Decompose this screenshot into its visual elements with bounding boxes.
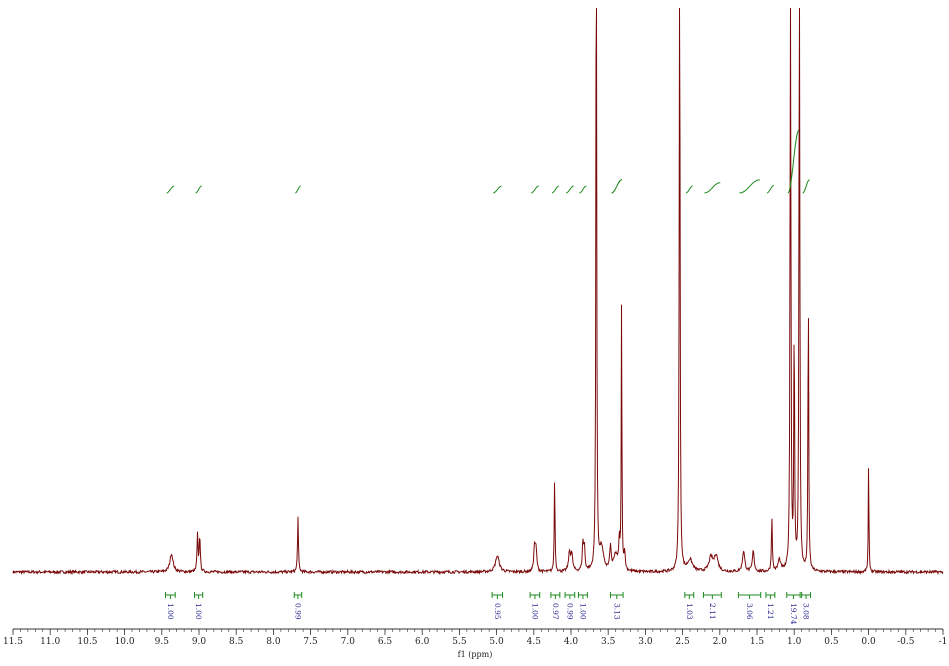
x-tick-label: 10.0 [115, 637, 135, 647]
x-tick-label: 5.0 [489, 637, 504, 647]
integral-value-label: 3.06 [745, 603, 754, 620]
integral-curve [685, 185, 693, 194]
x-tick-label: 11.0 [40, 637, 60, 647]
integral-value-label: 1.03 [685, 603, 694, 620]
integral-value-label: 1.00 [194, 603, 203, 620]
x-tick-label: 3.0 [638, 637, 653, 647]
integral-value-label: 0.99 [293, 603, 302, 620]
x-tick-label: 0.0 [861, 637, 876, 647]
spectrum-trace [12, 7, 944, 576]
integral-value-label: 1.21 [766, 603, 775, 620]
integral-curve [530, 185, 539, 194]
x-tick-label: -0.5 [897, 637, 915, 647]
integral-value-label: 1.00 [530, 603, 539, 620]
integral-curve [565, 185, 574, 194]
spectrum-layer [12, 7, 944, 576]
integral-value-label: 3.08 [802, 603, 811, 620]
x-tick-label: 6.0 [415, 637, 430, 647]
x-tick-label: 11.5 [3, 637, 23, 647]
x-tick-label: 2.5 [675, 637, 690, 647]
integral-curve [493, 185, 502, 194]
integral-curve [551, 185, 559, 194]
x-tick-label: 2.0 [713, 637, 728, 647]
integral-curve [787, 129, 800, 194]
x-tick-label: 8.0 [266, 637, 281, 647]
x-tick-label: 6.5 [378, 637, 393, 647]
x-tick-label: 10.5 [77, 637, 97, 647]
integral-curve [295, 185, 301, 194]
x-tick-label: 9.0 [192, 637, 207, 647]
x-tick-label: 8.5 [229, 637, 244, 647]
x-axis-label: f1 (ppm) [458, 650, 493, 659]
x-tick-label: 4.5 [527, 637, 542, 647]
x-tick-label: 0.5 [824, 637, 839, 647]
integral-curve [766, 184, 775, 194]
integral-value-label: 1.00 [578, 603, 587, 620]
integral-curve [166, 185, 175, 194]
integral-curves-layer [166, 129, 810, 194]
integral-curve [579, 185, 587, 194]
integral-curve [802, 179, 810, 194]
x-tick-label: 3.5 [601, 637, 616, 647]
x-tick-label: 1.0 [787, 637, 802, 647]
x-tick-label: 5.5 [452, 637, 467, 647]
x-tick-label: 7.0 [341, 637, 356, 647]
x-tick-label: 7.5 [303, 637, 318, 647]
integral-value-label: 2.11 [708, 603, 717, 620]
integral-value-label: 0.95 [493, 603, 502, 620]
x-tick-label: 1.5 [750, 637, 765, 647]
integral-value-label: 0.99 [565, 603, 574, 620]
x-tick-label: 4.0 [564, 637, 579, 647]
integral-curve [739, 179, 760, 194]
integral-value-label: 3.13 [612, 603, 621, 620]
integral-curve [704, 182, 721, 194]
x-axis: 11.5 11.0 10.5 10.0 9.5 9.0 8.5 8.0 7.5 7.0 6.5 6.0… [3, 628, 948, 647]
integral-value-label: 1.00 [166, 603, 175, 620]
x-tick-label: 9.5 [155, 637, 170, 647]
integral-value-label: 19.74 [789, 603, 798, 625]
integral-value-label: 0.97 [551, 603, 560, 620]
integral-curve [611, 179, 623, 194]
integral-curve [195, 185, 202, 194]
x-tick-label: -1 [939, 637, 948, 647]
integral-brackets-layer: 1.00 1.00 0.99 0.95 1.00 0.97 0.99 1.00 3.13 1.03… [165, 592, 812, 625]
